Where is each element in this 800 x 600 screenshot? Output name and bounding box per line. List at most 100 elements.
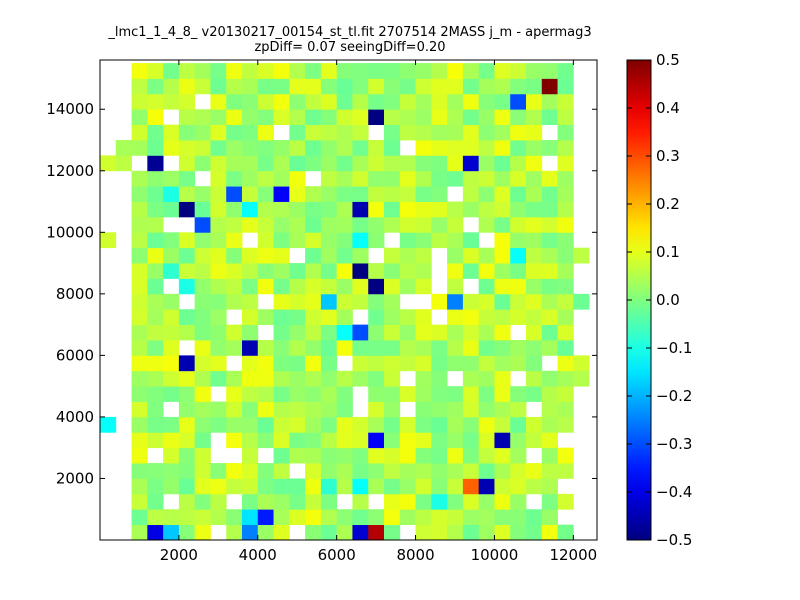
heatmap-cell <box>336 78 353 95</box>
heatmap-cell <box>526 155 543 172</box>
heatmap-cell <box>336 247 353 264</box>
heatmap-cell <box>494 478 511 495</box>
heatmap-cell <box>289 355 306 372</box>
heatmap-cell <box>557 109 574 126</box>
heatmap-cell <box>320 109 338 126</box>
heatmap-cell <box>320 524 338 541</box>
heatmap-cell <box>178 63 196 79</box>
heatmap-cell <box>494 63 511 79</box>
heatmap-cell <box>305 109 322 126</box>
heatmap-cell <box>163 232 180 249</box>
heatmap-cell <box>462 524 480 541</box>
heatmap-cell <box>336 278 353 295</box>
heatmap-cell <box>242 509 259 526</box>
heatmap-cell <box>510 278 527 295</box>
heatmap-cell <box>415 78 432 95</box>
heatmap-cell <box>384 140 401 156</box>
heatmap-cell <box>257 109 274 126</box>
heatmap-cell <box>494 140 511 156</box>
heatmap-cell <box>541 278 558 295</box>
heatmap-cell <box>541 293 558 310</box>
heatmap-cell <box>242 247 259 264</box>
heatmap-cell <box>541 401 558 418</box>
heatmap-cell <box>289 416 306 433</box>
heatmap-cell <box>100 232 117 249</box>
heatmap-cell <box>242 155 259 172</box>
heatmap-cell <box>257 140 274 156</box>
heatmap-cell <box>541 140 558 156</box>
heatmap-cell <box>320 232 338 249</box>
heatmap-cell <box>510 309 527 326</box>
heatmap-cell <box>557 463 574 479</box>
heatmap-cell <box>273 247 290 264</box>
heatmap-cell <box>557 63 574 79</box>
heatmap-cell <box>336 124 353 141</box>
heatmap-cell <box>352 140 369 156</box>
heatmap-cell <box>178 432 196 449</box>
heatmap-cell <box>147 509 164 526</box>
heatmap-cell <box>336 463 353 479</box>
heatmap-cell <box>336 201 353 218</box>
heatmap-cell <box>352 155 369 172</box>
heatmap-cell <box>478 124 495 141</box>
heatmap-cell <box>210 186 227 202</box>
heatmap-cell <box>352 247 369 264</box>
heatmap-cell <box>462 386 480 402</box>
heatmap-cell <box>320 309 338 326</box>
heatmap-cell <box>194 324 211 341</box>
heatmap-cell <box>399 278 416 295</box>
heatmap-cell <box>273 109 290 126</box>
heatmap-cell <box>242 278 259 295</box>
heatmap-cell <box>242 463 259 479</box>
heatmap-cell <box>399 186 416 202</box>
heatmap-cell <box>478 78 495 95</box>
heatmap-cell <box>541 201 558 218</box>
heatmap-cell <box>557 293 574 310</box>
heatmap-cell <box>415 355 432 372</box>
heatmap-cell <box>210 109 227 126</box>
heatmap-cell <box>163 386 180 402</box>
heatmap-cell <box>510 263 527 279</box>
heatmap-cell <box>289 140 306 156</box>
heatmap-cell <box>510 247 527 264</box>
heatmap-cell <box>289 201 306 218</box>
heatmap-cell <box>115 155 132 172</box>
heatmap-cell <box>557 355 574 372</box>
heatmap-cell <box>399 447 416 464</box>
heatmap-cell <box>447 355 464 372</box>
heatmap-cell <box>447 140 464 156</box>
heatmap-cell <box>352 463 369 479</box>
heatmap-cell <box>320 493 338 510</box>
heatmap-cell <box>131 109 148 126</box>
heatmap-cell <box>257 63 274 79</box>
heatmap-cell <box>510 170 527 187</box>
heatmap-cell <box>194 416 211 433</box>
heatmap-cell <box>273 93 290 110</box>
heatmap-cell <box>194 340 211 356</box>
heatmap-cell <box>305 355 322 372</box>
heatmap-cell <box>147 524 164 541</box>
heatmap-cell <box>399 93 416 110</box>
heatmap-cell <box>226 478 243 495</box>
heatmap-cell <box>447 416 464 433</box>
heatmap-cell <box>131 278 148 295</box>
heatmap-cell <box>384 478 401 495</box>
heatmap-cell <box>368 232 385 249</box>
heatmap-cell <box>320 278 338 295</box>
heatmap-cell <box>478 293 495 310</box>
heatmap-cell <box>305 155 322 172</box>
heatmap-cell <box>273 416 290 433</box>
heatmap-cell <box>526 509 543 526</box>
heatmap-cell <box>478 155 495 172</box>
heatmap-cell <box>210 201 227 218</box>
heatmap-cell <box>462 109 480 126</box>
heatmap-cell <box>368 309 385 326</box>
heatmap-cell <box>273 447 290 464</box>
heatmap-cell <box>541 186 558 202</box>
heatmap-cell <box>336 401 353 418</box>
heatmap-cell <box>257 416 274 433</box>
heatmap-cell <box>510 432 527 449</box>
heatmap-cell <box>178 170 196 187</box>
y-tick-label: 8000 <box>56 285 94 303</box>
